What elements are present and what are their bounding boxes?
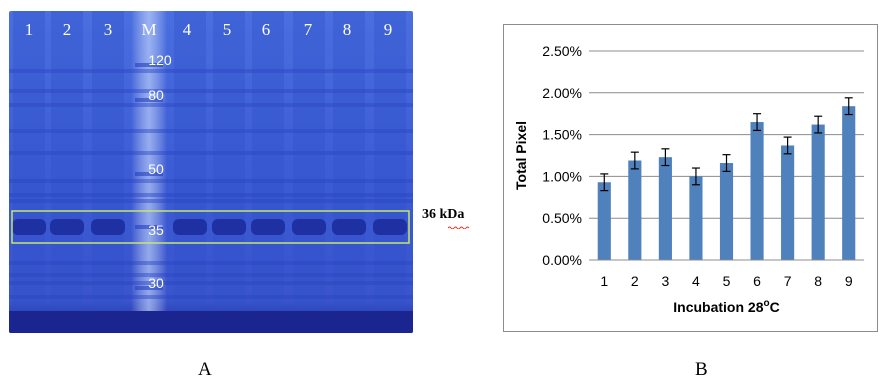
bar <box>842 106 856 261</box>
x-axis-title-superscript: o <box>764 298 770 309</box>
lane-label: 2 <box>62 20 72 39</box>
gel-background <box>9 11 413 333</box>
panel-label-a: A <box>198 359 212 380</box>
y-tick-label: 0.00% <box>542 252 582 268</box>
lane-label: 1 <box>24 20 34 39</box>
faint-band <box>9 295 413 299</box>
marker-label: 30 <box>148 275 164 291</box>
marker-band <box>135 98 163 102</box>
x-tick-label: 2 <box>631 273 639 289</box>
bar-chart: 0.00% 0.50% 1.00% 1.50% 2.00% 2.50% 1 2 3 4 5 6 7 8 9… <box>503 24 878 332</box>
marker-label: 80 <box>148 87 164 103</box>
marker-label: 35 <box>148 222 164 238</box>
lane-label: 6 <box>261 20 271 39</box>
gel-image <box>9 11 413 333</box>
target-band <box>251 219 285 235</box>
x-tick-label: 3 <box>661 273 669 289</box>
lane-label: M <box>141 20 157 39</box>
faint-band <box>9 129 413 133</box>
chart-canvas: 0.00% 0.50% 1.00% 1.50% 2.00% 2.50% 1 2 3 4 5 6 7 8 9… <box>513 43 864 315</box>
target-band <box>212 219 246 235</box>
y-tick-label: 1.50% <box>542 127 582 143</box>
x-tick-labels: 1 2 3 4 5 6 7 8 9 <box>600 273 852 289</box>
gel-lane <box>293 11 325 311</box>
gel-lane <box>333 11 365 311</box>
x-tick-label: 1 <box>600 273 608 289</box>
target-band <box>50 219 84 235</box>
marker-band <box>135 286 163 290</box>
faint-band <box>9 199 413 203</box>
gel-lane <box>51 11 83 311</box>
bar <box>750 122 764 260</box>
target-band <box>292 219 326 235</box>
faint-band <box>9 69 413 73</box>
gel-lane <box>13 11 45 311</box>
x-axis-title: Incubation 28oC <box>673 298 779 315</box>
lane-label: 9 <box>383 20 393 39</box>
bar <box>658 157 672 260</box>
x-tick-label: 6 <box>753 273 761 289</box>
gel-lane <box>174 11 206 311</box>
marker-band <box>135 63 163 67</box>
y-tick-labels: 0.00% 0.50% 1.00% 1.50% 2.00% 2.50% <box>542 43 582 268</box>
y-tick-label: 1.00% <box>542 168 582 184</box>
faint-band <box>9 151 413 155</box>
y-axis-title: Total Pixel <box>513 121 529 190</box>
panel-label-b: B <box>695 359 708 380</box>
target-band-highlight <box>11 210 410 244</box>
faint-band <box>9 261 413 265</box>
faint-band <box>9 193 413 197</box>
bar <box>597 182 611 260</box>
x-tick-label: 5 <box>723 273 731 289</box>
gel-lane <box>92 11 124 311</box>
bar <box>689 176 703 260</box>
lane-label: 7 <box>303 20 313 39</box>
x-tick-label: 7 <box>784 273 792 289</box>
x-axis-title-suffix: C <box>770 299 780 315</box>
target-band <box>332 219 366 235</box>
target-band <box>373 219 407 235</box>
bar <box>781 145 795 260</box>
gel-lane <box>213 11 245 311</box>
bar <box>628 160 642 260</box>
bar <box>719 163 734 260</box>
gel-lane <box>252 11 284 311</box>
faint-band <box>9 89 413 93</box>
bar <box>811 124 825 261</box>
y-tick-label: 0.50% <box>542 210 582 226</box>
marker-label: 120 <box>148 52 172 68</box>
band-size-annotation: 36 kDa <box>422 207 465 222</box>
marker-band <box>135 172 163 176</box>
gel-bottom-front <box>9 311 413 333</box>
lane-label: 3 <box>103 20 113 39</box>
gel-lanes <box>13 11 406 311</box>
faint-band <box>9 281 413 285</box>
faint-band <box>9 103 413 107</box>
x-tick-label: 8 <box>814 273 822 289</box>
x-tick-label: 9 <box>845 273 853 289</box>
marker-label: 50 <box>148 161 164 177</box>
lane-label: 8 <box>342 20 352 39</box>
target-band <box>12 219 46 235</box>
target-band <box>173 219 207 235</box>
target-band <box>91 219 125 235</box>
lane-label: 4 <box>182 20 192 39</box>
spellcheck-underline <box>448 226 470 229</box>
y-tick-label: 2.00% <box>542 85 582 101</box>
gel-lane <box>374 11 406 311</box>
faint-band <box>9 179 413 183</box>
chart-bars <box>597 97 856 261</box>
marker-band <box>135 225 163 229</box>
y-tick-label: 2.50% <box>542 43 582 59</box>
faint-band <box>9 273 413 277</box>
x-axis-title-main: Incubation 28 <box>673 299 763 315</box>
gel-faint-bands <box>9 63 413 299</box>
x-tick-label: 4 <box>692 273 700 289</box>
lane-label: 5 <box>222 20 232 39</box>
